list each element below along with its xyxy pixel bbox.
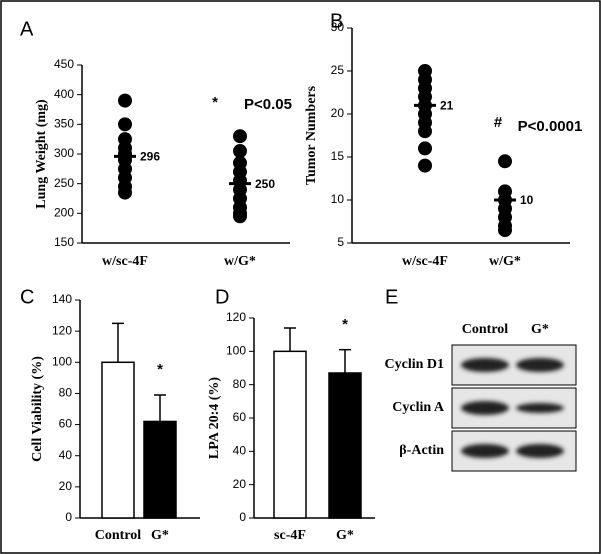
y-tick-label: 10 <box>331 192 345 206</box>
panel-label: B <box>330 10 343 32</box>
dot <box>233 129 247 144</box>
y-tick-label: 30 <box>331 20 345 34</box>
panel-label: E <box>385 286 398 308</box>
band <box>461 401 509 415</box>
x-tick-label: G* <box>336 528 354 543</box>
band <box>461 444 509 458</box>
x-tick-label: G* <box>151 528 169 543</box>
y-tick-label: 20 <box>59 479 73 493</box>
panel-label: D <box>215 286 229 308</box>
y-tick-label: 25 <box>331 63 345 77</box>
y-tick-label: 100 <box>52 354 72 368</box>
dot <box>498 154 512 169</box>
x-tick-label: w/G* <box>224 254 256 269</box>
dot <box>418 124 432 139</box>
bar <box>273 350 307 519</box>
x-tick-label: w/G* <box>489 254 521 269</box>
annotation: * <box>342 316 348 333</box>
dot <box>233 209 247 224</box>
band <box>516 444 564 458</box>
bar <box>328 372 362 519</box>
row-label: Cyclin A <box>392 400 445 415</box>
panel-label: A <box>20 18 34 40</box>
bar <box>143 420 177 519</box>
y-tick-label: 20 <box>331 106 345 120</box>
row-label: β-Actin <box>399 443 444 458</box>
mean-label: 250 <box>255 177 275 191</box>
y-tick-label: 0 <box>239 510 246 524</box>
annotation: # <box>494 114 503 131</box>
y-tick-label: 400 <box>54 87 74 101</box>
y-tick-label: 0 <box>65 510 72 524</box>
bar <box>101 361 135 519</box>
dot <box>498 223 512 238</box>
y-tick-label: 80 <box>233 377 247 391</box>
band <box>516 403 564 413</box>
annotation: * <box>157 361 163 378</box>
y-tick-label: 140 <box>52 292 72 306</box>
y-axis-label: Tumor Numbers <box>304 85 319 185</box>
dot <box>418 158 432 173</box>
y-tick-label: 40 <box>59 448 73 462</box>
x-tick-label: w/sc-4F <box>102 254 148 269</box>
y-tick-label: 450 <box>54 57 74 71</box>
y-axis-label: LPA 20:4 (%) <box>207 377 222 460</box>
y-tick-label: 300 <box>54 146 74 160</box>
y-axis-label: Lung Weight (mg) <box>34 99 49 209</box>
y-tick-label: 200 <box>54 206 74 220</box>
dot <box>418 141 432 156</box>
annotation: P<0.0001 <box>518 118 583 135</box>
y-tick-label: 150 <box>54 235 74 249</box>
y-tick-label: 120 <box>226 310 246 324</box>
column-label: G* <box>531 322 549 337</box>
dot <box>118 185 132 200</box>
band <box>461 358 509 372</box>
y-tick-label: 5 <box>337 235 344 249</box>
row-label: Cyclin D1 <box>385 357 445 372</box>
y-tick-label: 15 <box>331 149 345 163</box>
y-tick-label: 20 <box>233 477 247 491</box>
y-axis-label: Cell Viability (%) <box>30 356 45 462</box>
annotation: * <box>212 94 218 111</box>
dot <box>233 144 247 159</box>
x-tick-label: w/sc-4F <box>402 254 448 269</box>
y-tick-label: 120 <box>52 323 72 337</box>
mean-label: 10 <box>520 193 534 207</box>
y-tick-label: 40 <box>233 444 247 458</box>
y-tick-label: 80 <box>59 386 73 400</box>
dot <box>118 117 132 132</box>
y-tick-label: 100 <box>226 344 246 358</box>
mean-label: 296 <box>140 150 160 164</box>
y-tick-label: 250 <box>54 176 74 190</box>
dot <box>118 93 132 108</box>
panel-label: C <box>20 286 34 308</box>
x-tick-label: sc-4F <box>274 528 306 543</box>
y-tick-label: 60 <box>59 417 73 431</box>
band <box>516 358 564 372</box>
mean-label: 21 <box>440 99 454 113</box>
y-tick-label: 60 <box>233 410 247 424</box>
annotation: P<0.05 <box>244 96 292 113</box>
y-tick-label: 350 <box>54 117 74 131</box>
column-label: Control <box>462 322 509 337</box>
x-tick-label: Control <box>95 528 142 543</box>
